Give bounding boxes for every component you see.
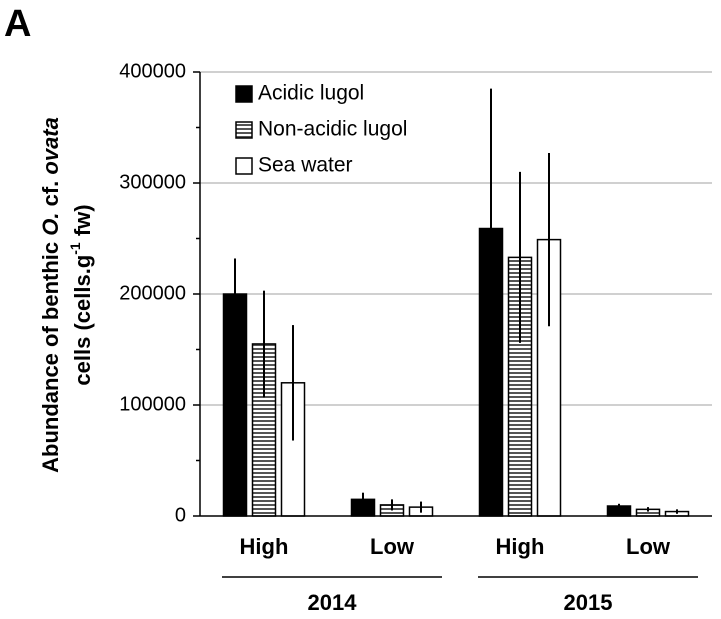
- label-part: -1: [67, 242, 83, 255]
- y-label-line: Abundance of benthic O. cf. ovata: [38, 117, 63, 473]
- label-part: O.: [38, 213, 63, 236]
- label-part: ovata: [38, 117, 63, 174]
- x-tick-label: Low: [626, 534, 671, 559]
- label-part: cells (cells.g: [70, 255, 95, 386]
- legend-swatch: [235, 85, 253, 103]
- legend-label: Sea water: [258, 154, 353, 177]
- x-tick-label: Low: [370, 534, 415, 559]
- y-tick-label: 100000: [119, 393, 186, 415]
- legend-swatch: [235, 157, 253, 175]
- legend-label: Non-acidic lugol: [258, 118, 407, 141]
- y-tick-label: 300000: [119, 171, 186, 193]
- y-tick-label: 200000: [119, 282, 186, 304]
- x-tick-label: High: [496, 534, 545, 559]
- legend-label: Acidic lugol: [258, 82, 364, 105]
- y-tick-label: 0: [175, 504, 186, 526]
- label-part: cf.: [38, 175, 63, 213]
- y-tick-label: 400000: [119, 60, 186, 82]
- y-label-line: cells (cells.g-1 fw): [67, 204, 95, 385]
- group-label: 2014: [308, 590, 358, 615]
- group-label: 2015: [564, 590, 613, 615]
- x-tick-label: High: [240, 534, 289, 559]
- label-part: fw): [70, 204, 95, 242]
- panel-label: A: [4, 3, 31, 45]
- legend-swatch: [235, 121, 253, 139]
- label-part: Abundance of benthic: [38, 236, 63, 473]
- y-axis-label: Abundance of benthic O. cf. ovata cells …: [38, 117, 95, 473]
